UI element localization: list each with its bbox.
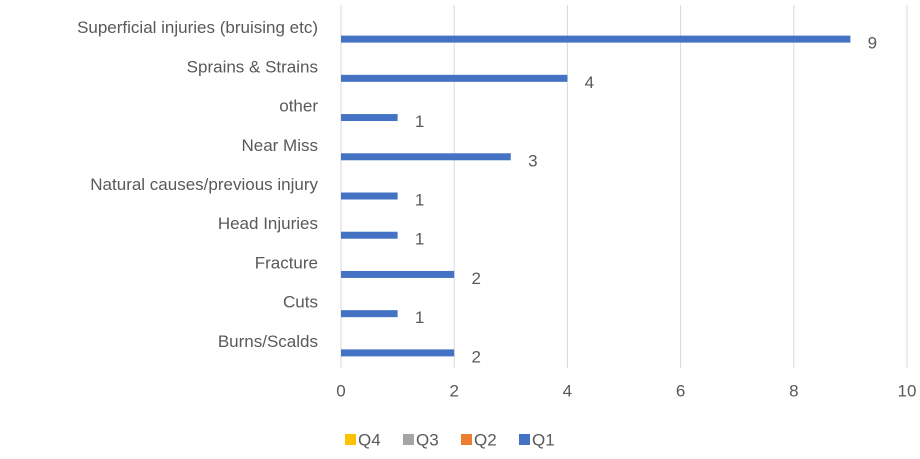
y-tick-label: Fracture (255, 253, 318, 272)
bar (341, 74, 568, 82)
bar (341, 153, 511, 161)
legend-swatch (403, 434, 414, 445)
y-tick-label: Cuts (283, 293, 318, 312)
y-tick-label: Burns/Scalds (218, 332, 318, 351)
y-tick-label: Natural causes/previous injury (90, 175, 318, 194)
bar (341, 35, 851, 43)
value-label: 1 (415, 190, 424, 209)
x-tick-label: 6 (676, 381, 685, 400)
y-tick-label: Head Injuries (218, 214, 318, 233)
legend-label: Q2 (474, 430, 497, 449)
x-tick-label: 10 (898, 381, 917, 400)
legend-label: Q3 (416, 430, 439, 449)
y-tick-label: Superficial injuries (bruising etc) (77, 18, 318, 37)
value-label: 1 (415, 308, 424, 327)
value-label: 2 (471, 269, 480, 288)
legend-swatch (461, 434, 472, 445)
legend-label: Q4 (358, 430, 381, 449)
value-label: 9 (868, 34, 877, 53)
y-tick-label: other (279, 97, 318, 116)
x-tick-label: 4 (563, 381, 572, 400)
bar (341, 192, 398, 200)
x-tick-label: 8 (789, 381, 798, 400)
bar (341, 231, 398, 239)
legend-swatch (345, 434, 356, 445)
value-label: 1 (415, 230, 424, 249)
x-tick-label: 2 (449, 381, 458, 400)
y-tick-label: Sprains & Strains (187, 57, 318, 76)
value-label: 2 (471, 347, 480, 366)
legend-swatch (519, 434, 530, 445)
bar (341, 349, 455, 357)
value-label: 3 (528, 151, 537, 170)
legend-label: Q1 (532, 430, 555, 449)
bar (341, 270, 455, 278)
value-label: 4 (585, 73, 594, 92)
y-tick-label: Near Miss (241, 136, 318, 155)
x-tick-label: 0 (336, 381, 345, 400)
bar (341, 114, 398, 122)
bar (341, 310, 398, 318)
value-label: 1 (415, 112, 424, 131)
